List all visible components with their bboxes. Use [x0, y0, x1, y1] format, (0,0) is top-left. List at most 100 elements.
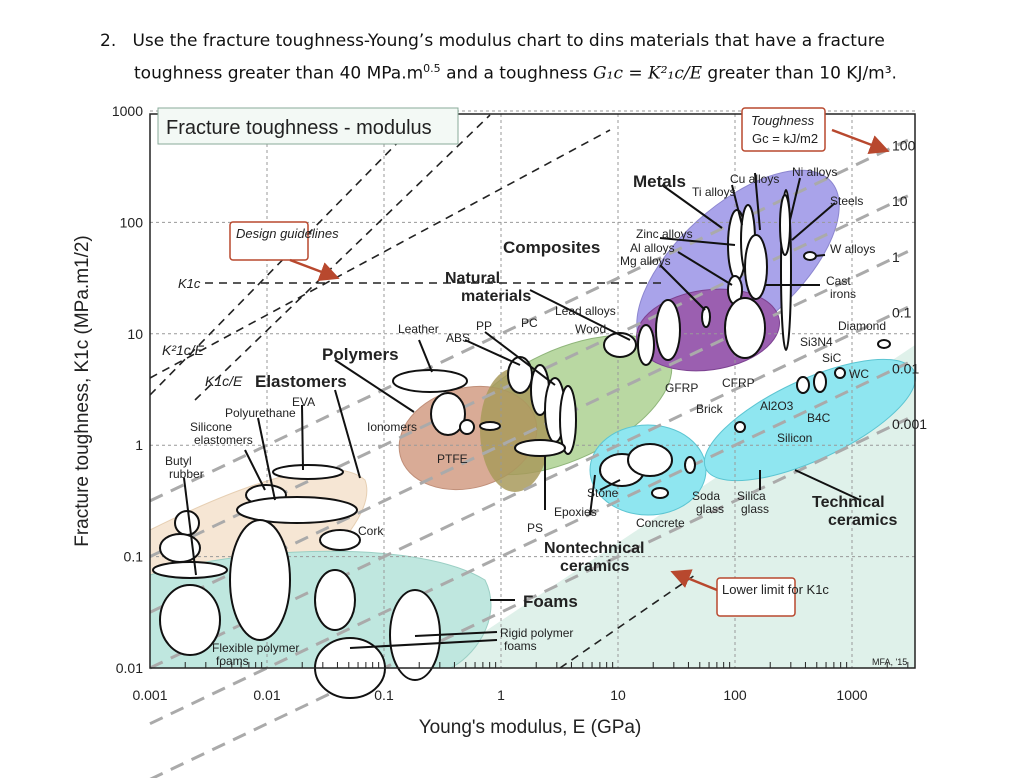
- toughness-contour-label: 0.1: [892, 305, 912, 321]
- bubble-epoxy: [559, 385, 577, 455]
- bubble-concrete: [651, 487, 669, 499]
- material-label: Soda glass: [692, 489, 724, 516]
- bubble-ps: [514, 439, 566, 457]
- q-exp: 0.5: [423, 62, 441, 75]
- y-tick-label: 1000: [112, 103, 143, 119]
- toughness-contour: [149, 361, 909, 726]
- toughness-contour-label: 0.001: [892, 416, 927, 432]
- bubble-ni: [779, 194, 791, 256]
- bubble-lead: [655, 299, 681, 361]
- toughness-contour: [149, 417, 909, 778]
- bubble-brick: [627, 443, 673, 477]
- bubble-wc: [834, 367, 846, 379]
- design-guidelines-label: Design guidelines: [236, 226, 339, 241]
- material-label: W alloys: [830, 242, 875, 256]
- bubble-flex-foam-3: [152, 561, 228, 579]
- question-number: 2.: [100, 31, 117, 51]
- toughness-label: Toughness: [751, 113, 815, 128]
- material-bubbles: [152, 189, 891, 699]
- bubble-leather: [392, 369, 468, 393]
- material-label: Polyurethane: [225, 406, 296, 420]
- bubble-soda-glass: [684, 456, 696, 474]
- plot-frame: [149, 113, 916, 669]
- material-label: Flexible polymer foams: [212, 641, 299, 668]
- bubble-flex-foam-1: [229, 519, 291, 641]
- lower-limit-box: [716, 577, 796, 617]
- material-label: Diamond: [838, 319, 886, 333]
- lower-limit-arrow: [670, 569, 718, 592]
- family-label: Polymers: [322, 345, 399, 364]
- material-label: Stone: [587, 486, 619, 500]
- bubble-al2o3: [796, 376, 810, 394]
- toughness-contour-label: 100: [892, 138, 916, 154]
- material-label: GFRP: [665, 381, 698, 395]
- material-label: Ti alloys: [692, 185, 736, 199]
- material-label: SiC: [822, 351, 842, 365]
- material-label: Ni alloys: [792, 165, 837, 179]
- material-label: PP: [476, 319, 492, 333]
- toughness-contour-label: 10: [892, 193, 908, 209]
- family-label: Natural materials: [445, 270, 531, 305]
- bubble-cast-iron: [724, 297, 766, 359]
- toughness-contour-label: 0.01: [892, 360, 919, 376]
- material-label: Concrete: [636, 516, 685, 530]
- family-label: Foams: [523, 592, 578, 611]
- x-tick-label: 100: [723, 687, 747, 703]
- bubble-ptfe: [459, 419, 475, 435]
- material-label: Al2O3: [760, 399, 794, 413]
- bubble-mg: [701, 306, 711, 328]
- envelope-tech-ceramics: [703, 358, 917, 482]
- material-label: PS: [527, 521, 543, 535]
- design-guidelines: [149, 114, 696, 669]
- material-label: Rigid polymer foams: [500, 626, 573, 653]
- bubble-diamond: [877, 339, 891, 349]
- q-part: toughness greater than 40 MPa.m: [134, 63, 424, 84]
- material-label: PC: [521, 316, 538, 330]
- ke-guideline-2: [194, 114, 491, 401]
- x-tick-label: 10: [610, 687, 626, 703]
- question-text: 2. Use the fracture toughness-Young’s mo…: [100, 28, 897, 88]
- toughness-arrow: [831, 128, 890, 155]
- material-label: Butyl rubber: [165, 454, 204, 481]
- k1c-label: K1c: [178, 276, 201, 291]
- x-tick-label: 0.01: [253, 687, 280, 703]
- bubble-flex-foam-2: [159, 584, 221, 656]
- material-label: Ionomers: [367, 420, 417, 434]
- question-line1: Use the fracture toughness-Young’s modul…: [132, 31, 885, 51]
- q-part: and a toughness: [440, 63, 594, 84]
- family-label: Metals: [633, 172, 686, 191]
- material-label: WC: [849, 367, 869, 381]
- material-label: CFRP: [722, 376, 755, 390]
- bubble-ionomers: [430, 392, 466, 436]
- bubble-gfrp: [637, 324, 655, 366]
- chart-title: Fracture toughness - modulus: [166, 117, 432, 139]
- bubble-silicone: [236, 496, 358, 524]
- y-axis-label: Fracture toughness, K1c (MPa.m1/2): [72, 235, 93, 547]
- material-label: Silicone elastomers: [190, 420, 253, 447]
- material-label: B4C: [807, 411, 831, 425]
- credit: MFA, '15: [872, 657, 907, 667]
- material-label: Zinc alloys: [636, 227, 693, 241]
- question-line2: toughness greater than 40 MPa.m0.5 and a…: [100, 55, 897, 88]
- bubble-abs: [507, 356, 533, 394]
- material-label: Mg alloys: [620, 254, 671, 268]
- material-label: Silica glass: [737, 489, 769, 516]
- material-label: Cast irons: [826, 274, 856, 301]
- x-axis-label: Young's modulus, E (GPa): [419, 717, 642, 738]
- y-tick-label: 0.01: [116, 660, 143, 676]
- bubble-rigid-foam-2: [314, 569, 356, 631]
- axes: 0.001 0.01 0.1 1 10 100 1000 0.01 0.1 1 10 100 1000 Y…: [72, 103, 909, 738]
- material-label: Cork: [358, 524, 384, 538]
- k2e-guideline: [149, 129, 611, 379]
- bubble-w: [803, 251, 817, 261]
- bubble-silicon: [734, 421, 746, 433]
- material-label: Al alloys: [630, 241, 675, 255]
- q-part: greater than 10 KJ/m³.: [702, 63, 897, 84]
- bubble-small: [479, 421, 501, 431]
- ke-guideline: [149, 129, 411, 396]
- bubble-zinc: [744, 234, 768, 300]
- family-label: Elastomers: [255, 372, 347, 391]
- y-tick-label: 100: [120, 214, 144, 230]
- material-label: Si3N4: [800, 335, 833, 349]
